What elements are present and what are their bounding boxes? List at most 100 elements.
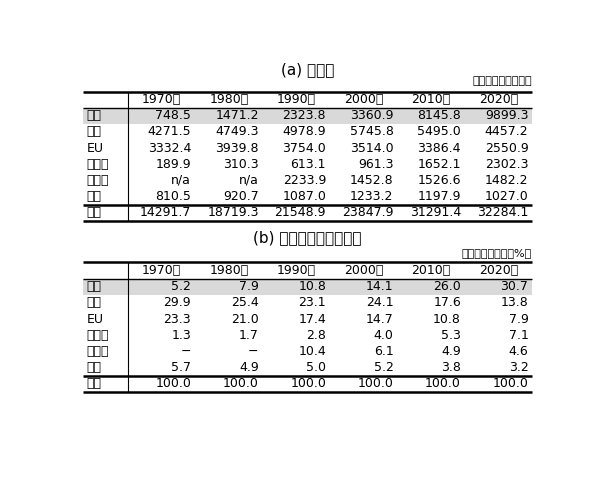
Text: 2010年: 2010年: [412, 264, 451, 277]
Text: 1233.2: 1233.2: [350, 190, 394, 203]
Text: 4978.9: 4978.9: [283, 125, 326, 139]
Text: 748.5: 748.5: [155, 109, 191, 122]
Text: ロシア: ロシア: [86, 174, 109, 187]
Text: インド: インド: [86, 158, 109, 171]
Text: 1990年: 1990年: [277, 93, 316, 106]
Text: 100.0: 100.0: [493, 377, 529, 390]
Text: 1526.6: 1526.6: [418, 174, 461, 187]
Text: 14291.7: 14291.7: [140, 206, 191, 219]
Text: 2302.3: 2302.3: [485, 158, 529, 171]
Text: 4.0: 4.0: [374, 329, 394, 342]
Text: 3386.4: 3386.4: [418, 141, 461, 155]
Text: 5.2: 5.2: [172, 280, 191, 293]
Text: 100.0: 100.0: [358, 377, 394, 390]
Text: 25.4: 25.4: [231, 296, 259, 310]
Text: 29.9: 29.9: [164, 296, 191, 310]
Text: 日本: 日本: [86, 361, 101, 374]
Text: 1652.1: 1652.1: [418, 158, 461, 171]
Text: 3.2: 3.2: [509, 361, 529, 374]
Text: 189.9: 189.9: [155, 158, 191, 171]
Text: 3360.9: 3360.9: [350, 109, 394, 122]
Text: 17.4: 17.4: [298, 313, 326, 325]
Text: 3332.4: 3332.4: [148, 141, 191, 155]
Text: 613.1: 613.1: [290, 158, 326, 171]
Text: 1970年: 1970年: [142, 93, 181, 106]
Text: 13.8: 13.8: [500, 296, 529, 310]
Text: 310.3: 310.3: [223, 158, 259, 171]
Text: 23.3: 23.3: [164, 313, 191, 325]
Text: 7.1: 7.1: [509, 329, 529, 342]
Text: ロシア: ロシア: [86, 345, 109, 358]
Text: 26.0: 26.0: [433, 280, 461, 293]
Text: インド: インド: [86, 329, 109, 342]
Text: (a) 排出量: (a) 排出量: [281, 62, 334, 77]
Text: 920.7: 920.7: [223, 190, 259, 203]
Text: 5495.0: 5495.0: [417, 125, 461, 139]
Text: 4.9: 4.9: [441, 345, 461, 358]
Text: n/a: n/a: [239, 174, 259, 187]
Text: 4271.5: 4271.5: [148, 125, 191, 139]
Text: 1980年: 1980年: [209, 264, 248, 277]
Bar: [83, 107, 532, 124]
Text: 1990年: 1990年: [277, 264, 316, 277]
Text: 100.0: 100.0: [290, 377, 326, 390]
Text: 4.9: 4.9: [239, 361, 259, 374]
Text: 14.1: 14.1: [366, 280, 394, 293]
Text: 21548.9: 21548.9: [275, 206, 326, 219]
Text: 日本: 日本: [86, 190, 101, 203]
Text: 5.3: 5.3: [441, 329, 461, 342]
Text: (b) 世界に占めるシェア: (b) 世界に占めるシェア: [253, 230, 362, 246]
Text: 2550.9: 2550.9: [485, 141, 529, 155]
Text: 米国: 米国: [86, 125, 101, 139]
Text: 1.7: 1.7: [239, 329, 259, 342]
Text: 1027.0: 1027.0: [485, 190, 529, 203]
Text: 2020年: 2020年: [479, 264, 518, 277]
Text: 1471.2: 1471.2: [215, 109, 259, 122]
Text: 6.1: 6.1: [374, 345, 394, 358]
Text: 2.8: 2.8: [306, 329, 326, 342]
Text: 9899.3: 9899.3: [485, 109, 529, 122]
Text: 18719.3: 18719.3: [207, 206, 259, 219]
Text: EU: EU: [86, 313, 104, 325]
Text: 1197.9: 1197.9: [418, 190, 461, 203]
Text: 5745.8: 5745.8: [350, 125, 394, 139]
Text: 14.7: 14.7: [366, 313, 394, 325]
Text: 1.3: 1.3: [172, 329, 191, 342]
Text: 7.9: 7.9: [509, 313, 529, 325]
Text: 100.0: 100.0: [223, 377, 259, 390]
Text: 961.3: 961.3: [358, 158, 394, 171]
Text: 31291.4: 31291.4: [410, 206, 461, 219]
Text: 1087.0: 1087.0: [282, 190, 326, 203]
Text: 1980年: 1980年: [209, 93, 248, 106]
Text: 23847.9: 23847.9: [342, 206, 394, 219]
Text: （単位：シェア、%）: （単位：シェア、%）: [462, 248, 532, 258]
Text: 3939.8: 3939.8: [215, 141, 259, 155]
Text: 32284.1: 32284.1: [477, 206, 529, 219]
Text: 23.1: 23.1: [298, 296, 326, 310]
Text: EU: EU: [86, 141, 104, 155]
Text: 3514.0: 3514.0: [350, 141, 394, 155]
Text: 21.0: 21.0: [231, 313, 259, 325]
Text: 2020年: 2020年: [479, 93, 518, 106]
Text: （単位：百万トン）: （単位：百万トン）: [473, 76, 532, 86]
Text: 8145.8: 8145.8: [417, 109, 461, 122]
Text: 2233.9: 2233.9: [283, 174, 326, 187]
Text: 中国: 中国: [86, 280, 101, 293]
Text: 3.8: 3.8: [441, 361, 461, 374]
Text: 2323.8: 2323.8: [283, 109, 326, 122]
Text: n/a: n/a: [172, 174, 191, 187]
Text: 810.5: 810.5: [155, 190, 191, 203]
Text: 世界: 世界: [86, 377, 101, 390]
Text: 4457.2: 4457.2: [485, 125, 529, 139]
Text: 10.8: 10.8: [298, 280, 326, 293]
Text: 5.2: 5.2: [374, 361, 394, 374]
Text: 中国: 中国: [86, 109, 101, 122]
Text: 2000年: 2000年: [344, 93, 383, 106]
Text: 1970年: 1970年: [142, 264, 181, 277]
Text: 2000年: 2000年: [344, 264, 383, 277]
Text: 24.1: 24.1: [366, 296, 394, 310]
Text: 30.7: 30.7: [500, 280, 529, 293]
Text: 米国: 米国: [86, 296, 101, 310]
Text: 10.8: 10.8: [433, 313, 461, 325]
Text: 4749.3: 4749.3: [215, 125, 259, 139]
